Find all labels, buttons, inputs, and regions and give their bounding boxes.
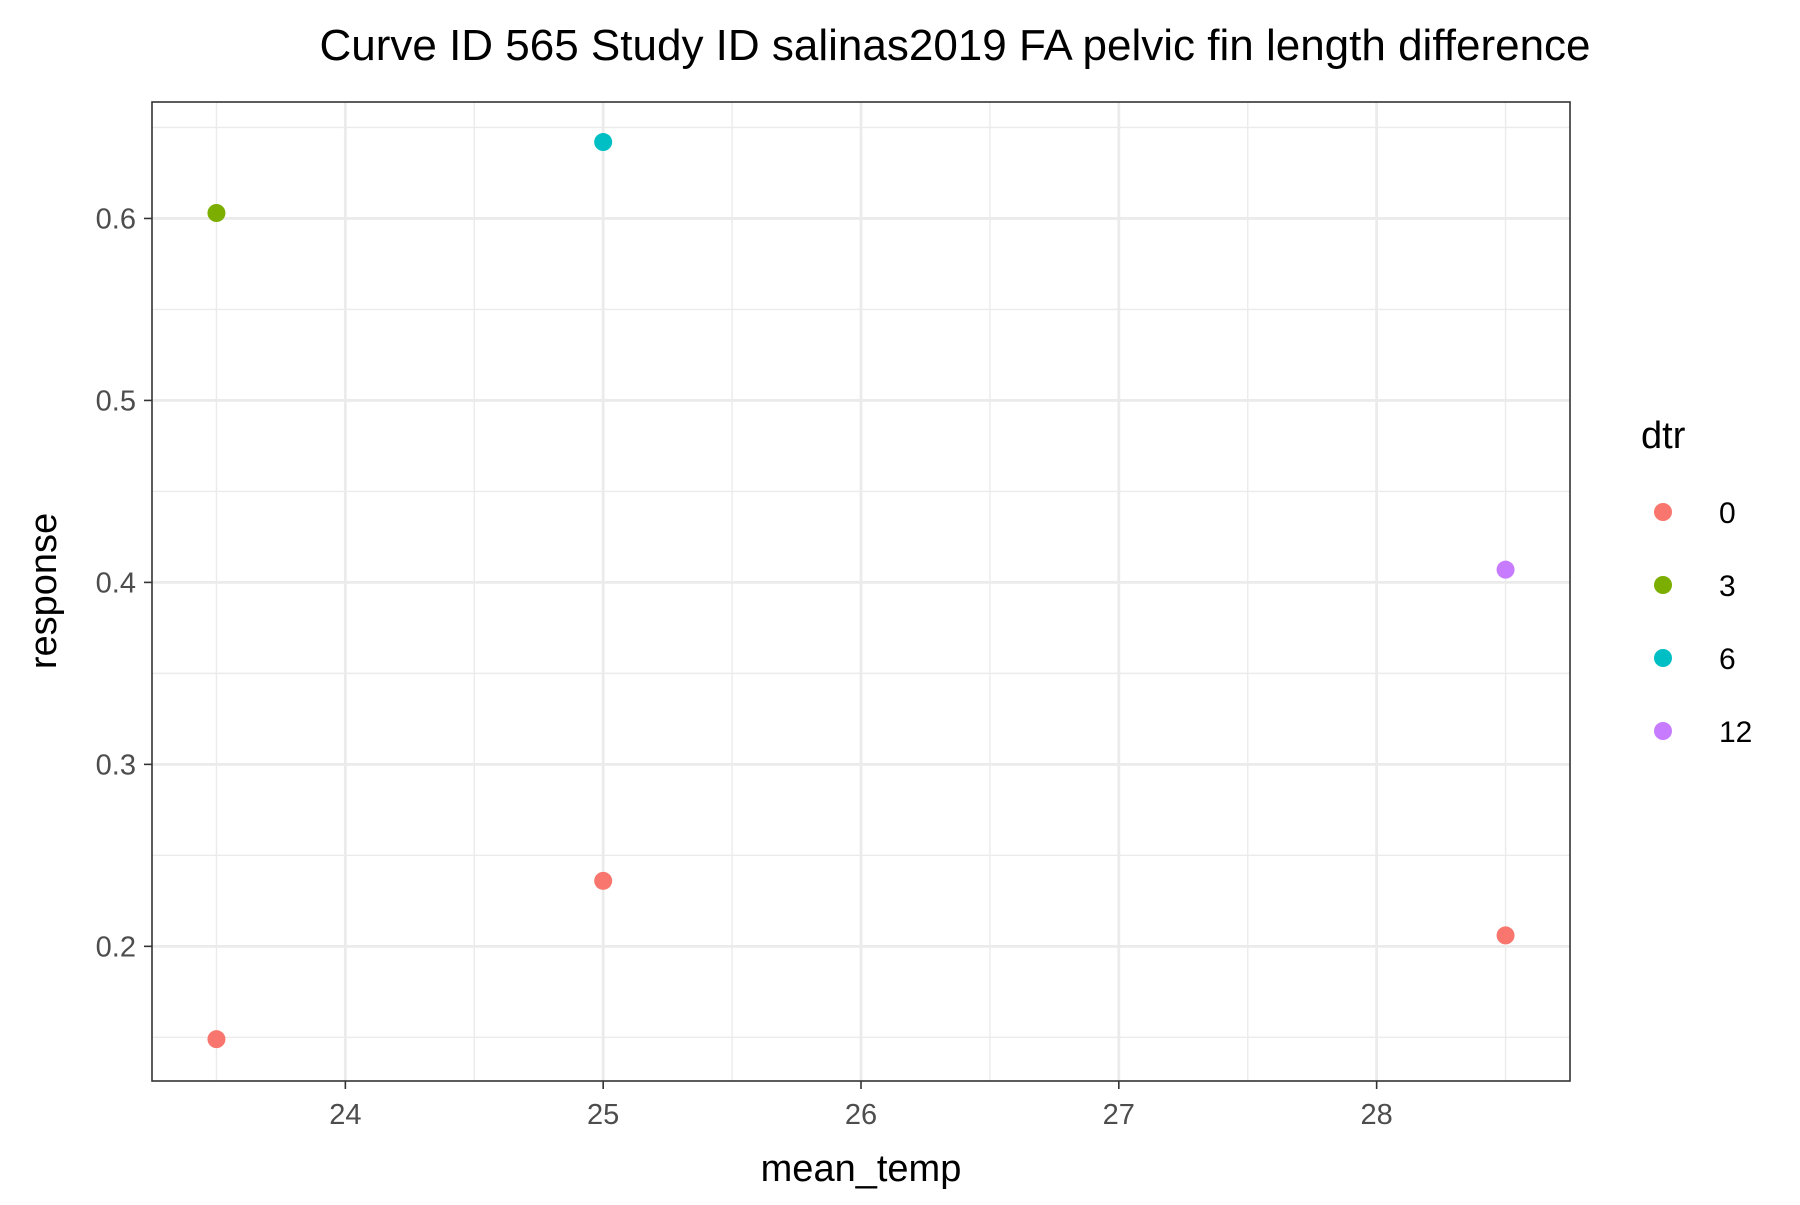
x-axis: 24 25 26 27 28	[329, 1081, 1393, 1131]
data-point-dtr-12	[1496, 560, 1515, 579]
data-point-dtr-0	[207, 1030, 226, 1049]
data-points	[207, 133, 1515, 1049]
legend-key-0	[1654, 503, 1672, 521]
y-axis-title: response	[23, 513, 65, 669]
data-point-dtr-0	[1496, 926, 1515, 945]
y-tick-label: 0.5	[96, 385, 136, 417]
legend-label-12: 12	[1719, 716, 1752, 749]
legend: dtr 0 3 6 12	[1641, 415, 1752, 749]
y-tick-label: 0.4	[96, 567, 136, 599]
plot-area	[151, 101, 1571, 1082]
y-tick-label: 0.6	[96, 203, 136, 235]
y-tick-label: 0.3	[96, 749, 136, 781]
x-tick-label: 28	[1361, 1099, 1393, 1131]
x-tick-label: 25	[587, 1099, 619, 1131]
legend-label-0: 0	[1719, 497, 1736, 530]
legend-title: dtr	[1641, 415, 1686, 457]
legend-entries: 0 3 6 12	[1654, 497, 1752, 749]
y-axis: 0.2 0.3 0.4 0.5 0.6	[96, 203, 152, 963]
x-tick-label: 27	[1103, 1099, 1135, 1131]
y-tick-label: 0.2	[96, 931, 136, 963]
chart-title: Curve ID 565 Study ID salinas2019 FA pel…	[319, 21, 1590, 70]
legend-key-3	[1654, 576, 1672, 594]
x-axis-title: mean_temp	[761, 1148, 962, 1190]
legend-label-6: 6	[1719, 643, 1736, 676]
legend-label-3: 3	[1719, 570, 1736, 603]
legend-key-6	[1654, 649, 1672, 667]
data-point-dtr-0	[594, 871, 613, 890]
legend-key-12	[1654, 722, 1672, 740]
grid-major	[152, 102, 1570, 1081]
x-tick-label: 26	[845, 1099, 877, 1131]
data-point-dtr-6	[594, 133, 613, 152]
data-point-dtr-3	[207, 204, 226, 223]
x-tick-label: 24	[329, 1099, 361, 1131]
